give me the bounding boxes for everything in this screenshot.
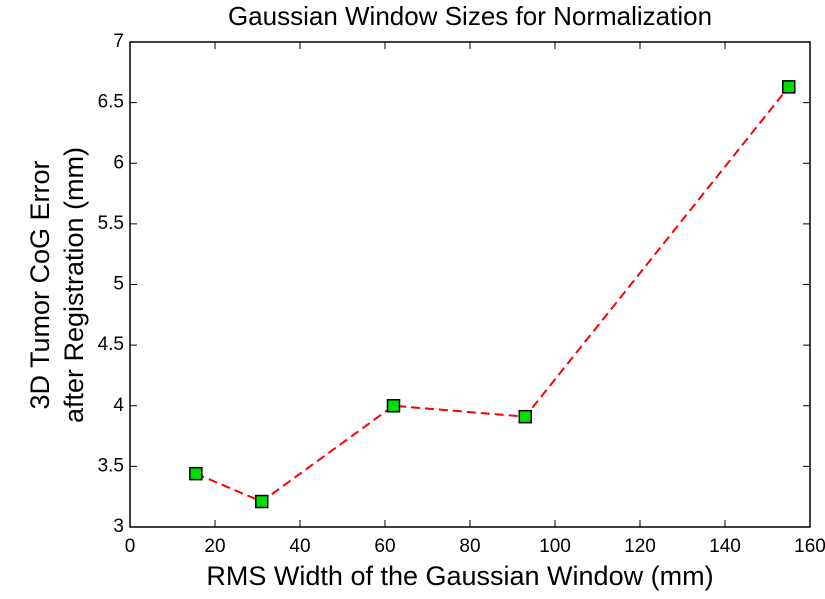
y-tick-label: 5.5 (98, 213, 124, 234)
x-tick-label: 80 (459, 536, 480, 557)
y-axis-label: 3D Tumor CoG Error (25, 160, 55, 409)
y-tick-label: 4.5 (98, 334, 124, 355)
y-tick-label: 6 (113, 152, 124, 173)
plot-frame (129, 41, 811, 528)
y-tick-label: 3.5 (98, 455, 124, 476)
x-tick-label: 20 (204, 536, 225, 557)
x-axis-label: RMS Width of the Gaussian Window (mm) (206, 561, 713, 591)
x-tick-label: 140 (709, 536, 741, 557)
y-tick-label: 3 (113, 516, 124, 537)
x-tick-label: 0 (125, 536, 136, 557)
data-point (782, 80, 796, 94)
x-tick-label: 40 (289, 536, 310, 557)
data-point (255, 494, 269, 509)
y-axis-label: after Registration (mm) (59, 147, 89, 423)
y-tick-label: 4 (113, 395, 124, 416)
y-tick-label: 7 (113, 31, 124, 52)
data-point (386, 399, 401, 413)
data-point (189, 466, 203, 481)
data-line (195, 86, 790, 503)
x-tick-label: 100 (539, 536, 571, 557)
data-point (518, 409, 532, 424)
x-tick-label: 120 (624, 536, 656, 557)
chart-title: Gaussian Window Sizes for Normalization (228, 1, 712, 31)
y-tick-label: 6.5 (98, 92, 124, 113)
x-tick-label: 160 (794, 536, 825, 557)
y-tick-label: 5 (113, 274, 124, 295)
x-tick-label: 60 (374, 536, 395, 557)
